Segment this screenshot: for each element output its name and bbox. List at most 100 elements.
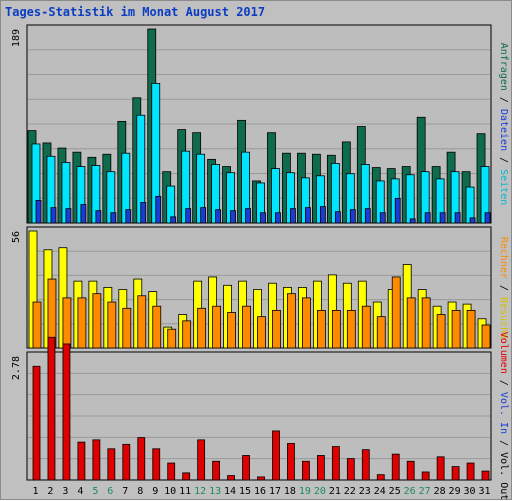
y-max-label: 56 xyxy=(11,231,22,243)
bar-rechner-day-31 xyxy=(481,324,491,349)
x-tick-label: 6 xyxy=(107,486,113,497)
bar-dateien-day-21 xyxy=(334,211,341,224)
bar-dateien-day-14 xyxy=(230,210,236,224)
right-label-top-part: / xyxy=(498,151,509,169)
bar-rechner-day-7 xyxy=(122,307,132,349)
bar-volumen-day-24 xyxy=(376,474,385,481)
bar-volumen-day-2 xyxy=(47,336,56,481)
bar-rechner-day-18 xyxy=(287,293,296,349)
bar-dateien-day-15 xyxy=(245,208,251,224)
right-label-top-part: Anfragen xyxy=(498,43,509,91)
bar-dateien-day-2 xyxy=(50,207,57,224)
bar-volumen-day-23 xyxy=(361,449,370,481)
bar-volumen-day-22 xyxy=(346,458,355,481)
bar-dateien-day-23 xyxy=(364,208,371,224)
bar-dateien-day-13 xyxy=(215,209,222,224)
y-max-label: 2.78 xyxy=(11,356,22,380)
bar-dateien-day-31 xyxy=(484,212,491,224)
right-label-bottom-part: / xyxy=(498,434,509,452)
bar-volumen-day-11 xyxy=(182,472,191,481)
bar-dateien-day-1 xyxy=(35,200,42,224)
x-tick-label: 27 xyxy=(419,486,431,497)
bar-rechner-day-6 xyxy=(107,301,117,349)
bar-dateien-day-3 xyxy=(65,208,72,224)
x-tick-label: 19 xyxy=(299,486,311,497)
bar-rechner-day-22 xyxy=(346,309,356,349)
bar-volumen-day-20 xyxy=(316,455,325,481)
bar-dateien-day-16 xyxy=(260,212,266,224)
x-tick-label: 29 xyxy=(449,486,461,497)
bar-volumen-day-17 xyxy=(272,430,280,481)
x-tick-label: 8 xyxy=(137,486,143,497)
bar-rechner-day-30 xyxy=(466,309,476,349)
x-tick-label: 18 xyxy=(284,486,296,497)
bar-volumen-day-12 xyxy=(197,439,206,481)
bar-rechner-day-3 xyxy=(62,297,72,349)
bar-seiten-day-26 xyxy=(405,174,415,224)
bar-rechner-day-11 xyxy=(182,320,192,349)
bar-rechner-day-1 xyxy=(32,301,42,349)
bar-dateien-day-25 xyxy=(394,197,401,224)
bar-dateien-day-29 xyxy=(454,212,461,224)
bar-volumen-day-4 xyxy=(77,441,86,481)
x-tick-label: 28 xyxy=(434,486,446,497)
x-tick-label: 15 xyxy=(239,486,251,497)
bar-rechner-day-8 xyxy=(137,295,147,349)
chart-title: Tages-Statistik im Monat August 2017 xyxy=(5,5,266,19)
bar-rechner-day-26 xyxy=(406,297,416,349)
bar-dateien-day-6 xyxy=(110,212,117,224)
x-tick-label: 5 xyxy=(92,486,98,497)
bar-rechner-day-9 xyxy=(152,305,162,349)
bar-rechner-day-28 xyxy=(436,314,446,349)
bar-dateien-day-22 xyxy=(349,209,356,224)
bar-volumen-day-27 xyxy=(421,471,430,481)
bar-rechner-day-14 xyxy=(227,312,236,349)
bar-volumen-day-30 xyxy=(466,462,475,481)
bar-rechner-day-25 xyxy=(391,276,401,349)
x-tick-label: 1 xyxy=(32,486,38,497)
bar-volumen-day-6 xyxy=(107,448,116,481)
bar-volumen-day-8 xyxy=(137,437,146,481)
bar-volumen-day-18 xyxy=(287,443,295,481)
x-tick-label: 12 xyxy=(194,486,206,497)
right-label-top-part: Dateien xyxy=(498,109,509,151)
right-label-top-part: / xyxy=(498,91,509,109)
x-tick-label: 23 xyxy=(359,486,371,497)
x-tick-label: 25 xyxy=(389,486,401,497)
bar-rechner-day-13 xyxy=(212,305,222,349)
bar-volumen-day-29 xyxy=(451,466,460,481)
x-tick-label: 13 xyxy=(209,486,221,497)
bar-rechner-day-12 xyxy=(197,307,207,349)
bar-dateien-day-9 xyxy=(155,195,162,224)
bar-rechner-day-4 xyxy=(77,297,87,349)
bar-volumen-day-19 xyxy=(302,460,310,481)
bar-dateien-day-24 xyxy=(379,212,386,224)
chart-panel-2: 56 xyxy=(11,226,492,349)
x-tick-label: 3 xyxy=(62,486,68,497)
x-tick-label: 21 xyxy=(329,486,341,497)
x-tick-label: 24 xyxy=(374,486,386,497)
bar-dateien-day-19 xyxy=(305,207,311,224)
bar-volumen-day-13 xyxy=(212,460,221,481)
right-label-bottom-part: Volumen xyxy=(498,332,509,374)
chart-panel-3: 2.78 xyxy=(11,336,492,481)
bar-dateien-day-26 xyxy=(409,218,416,224)
x-tick-label: 14 xyxy=(224,486,236,497)
bar-rechner-day-21 xyxy=(331,309,341,349)
bar-volumen-day-9 xyxy=(152,448,161,481)
bar-dateien-day-4 xyxy=(80,204,87,224)
bar-rechner-day-27 xyxy=(421,297,431,349)
bar-volumen-day-25 xyxy=(391,453,400,481)
right-label-top: Anfragen / Dateien / Seiten xyxy=(498,43,509,206)
x-tick-label: 4 xyxy=(77,486,83,497)
bar-volumen-day-15 xyxy=(242,455,250,481)
bar-rechner-day-17 xyxy=(272,309,281,349)
bar-volumen-day-16 xyxy=(257,476,265,481)
bar-dateien-day-17 xyxy=(275,212,281,224)
bar-volumen-day-14 xyxy=(227,475,235,481)
x-tick-label: 31 xyxy=(478,486,490,497)
bar-rechner-day-5 xyxy=(92,293,102,349)
right-label-middle-part: Besuche xyxy=(498,297,509,339)
bar-dateien-day-11 xyxy=(185,208,192,224)
